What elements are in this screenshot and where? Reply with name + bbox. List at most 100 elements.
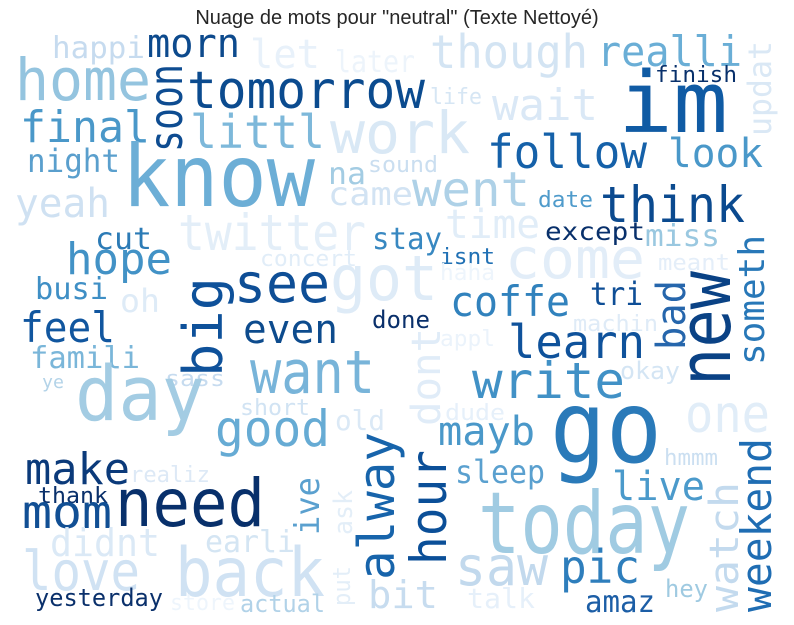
word-date: date <box>538 188 593 213</box>
word-twitter: twitter <box>178 204 366 262</box>
word-feel: feel <box>20 303 115 352</box>
word-one: one <box>685 385 770 445</box>
word-sleep: sleep <box>455 453 545 491</box>
word-come: come <box>505 227 645 292</box>
word-store: store <box>170 591 235 616</box>
word-amaz: amaz <box>585 585 655 620</box>
word-bit: bit <box>368 573 438 617</box>
word-big: big <box>172 277 235 377</box>
word-morn: morn <box>147 21 240 67</box>
word-meant: meant <box>658 251 730 276</box>
word-actual: actual <box>240 590 325 618</box>
word-think: think <box>600 176 745 234</box>
word-cut: cut <box>95 222 152 257</box>
word-haha: haha <box>440 261 495 286</box>
word-live: live <box>612 464 705 510</box>
word-saw: saw <box>455 535 548 598</box>
word-realiz: realiz <box>130 463 210 488</box>
word-finish: finish <box>655 63 737 88</box>
word-isnt: isnt <box>440 245 495 270</box>
word-talk: talk <box>467 582 535 615</box>
chart-title: Nuage de mots pour "neutral" (Texte Nett… <box>195 7 599 29</box>
word-hmmm: hmmm <box>664 446 718 471</box>
word-dont: dont <box>404 328 450 426</box>
word-busi: busi <box>35 272 108 307</box>
word-concert: concert <box>260 247 357 272</box>
word-pic: pic <box>560 540 640 594</box>
word-yeah: yeah <box>15 181 110 227</box>
word-thank: thank <box>38 484 108 509</box>
word-sound: sound <box>368 153 438 178</box>
word-new: new <box>663 270 747 386</box>
word-look: look <box>668 131 763 177</box>
word-good: good <box>215 400 330 458</box>
word-ask: ask <box>329 490 359 535</box>
word-ye: ye <box>42 372 64 393</box>
word-went: went <box>412 162 530 218</box>
word-mom: mom <box>22 485 112 539</box>
word-earli: earli <box>205 525 295 560</box>
word-machin: machin <box>573 312 658 337</box>
word-littl: littl <box>190 105 325 159</box>
word-later: later <box>335 45 415 80</box>
word-back: back <box>175 534 325 613</box>
word-love: love <box>22 540 140 603</box>
word-want: want <box>250 338 375 408</box>
word-day: day <box>75 349 205 438</box>
word-home: home <box>15 46 151 114</box>
word-bad: bad <box>649 280 695 350</box>
word-time: time <box>445 202 540 248</box>
word-soon: soon <box>139 64 193 152</box>
word-stay: stay <box>372 222 442 257</box>
word-except: except <box>545 217 645 246</box>
word-short: short <box>240 396 310 421</box>
word-someth: someth <box>732 235 773 365</box>
word-got: got <box>330 242 438 315</box>
word-tri: tri <box>590 275 643 313</box>
word-though: though <box>430 25 588 79</box>
word-even: even <box>243 307 338 353</box>
word-hope: hope <box>66 234 172 285</box>
word-final: final <box>20 102 150 153</box>
word-hey: hey <box>665 575 708 603</box>
word-didnt: didnt <box>50 521 160 565</box>
word-life: life <box>430 85 482 110</box>
word-yesterday: yesterday <box>35 584 163 612</box>
word-na: na <box>328 157 366 192</box>
word-miss: miss <box>645 219 720 254</box>
word-follow: follow <box>487 125 647 179</box>
word-learn: learn <box>508 315 645 369</box>
word-alway: alway <box>348 432 406 580</box>
word-coffe: coffe <box>450 277 570 326</box>
word-came: came <box>328 175 413 213</box>
word-make: make <box>25 444 130 495</box>
word-tomorrow: tomorrow <box>187 61 426 121</box>
word-let: let <box>250 32 320 78</box>
word-weekend: weekend <box>732 438 781 612</box>
word-done: done <box>372 306 430 334</box>
word-know: know <box>122 127 315 227</box>
word-happi: happi <box>52 31 145 66</box>
word-oh: oh <box>120 282 160 320</box>
word-wait: wait <box>492 80 598 131</box>
word-today: today <box>478 474 690 574</box>
word-dude: dude <box>445 401 505 426</box>
word-hour: hour <box>400 450 458 565</box>
word-ive: ive <box>288 477 328 535</box>
word-write: write <box>472 352 625 410</box>
word-okay: okay <box>620 357 680 385</box>
word-put: put <box>328 566 356 606</box>
word-appl: appl <box>440 327 495 352</box>
word-need: need <box>115 465 265 542</box>
word-old: old <box>335 404 385 437</box>
word-updat: updat <box>741 41 779 136</box>
word-realli: realli <box>597 27 742 76</box>
word-sass: sass <box>165 367 225 392</box>
word-famili: famili <box>30 341 140 376</box>
word-mayb: mayb <box>438 409 535 455</box>
word-im: im <box>618 54 728 153</box>
word-watch: watch <box>702 482 748 612</box>
word-work: work <box>330 99 470 167</box>
